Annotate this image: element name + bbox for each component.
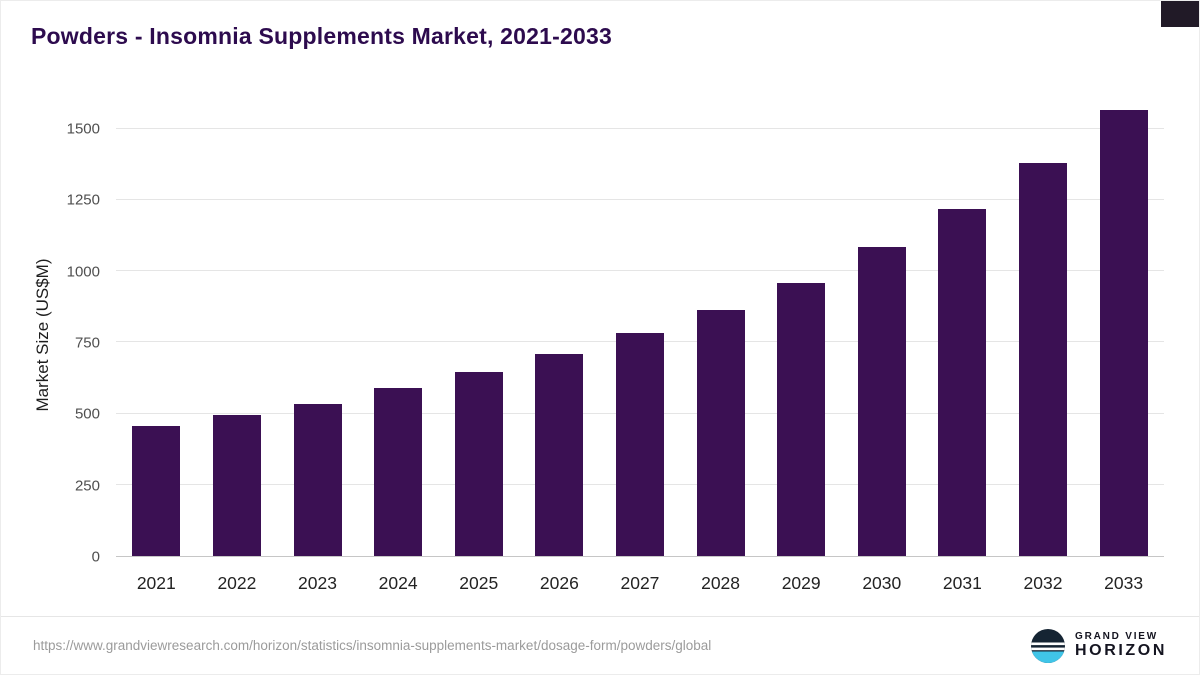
x-label-2023: 2023	[298, 573, 337, 593]
y-tick-250: 250	[74, 477, 100, 495]
bar-slot-2023	[277, 109, 358, 556]
bar-2030	[857, 247, 906, 556]
y-tick-500: 500	[74, 405, 100, 423]
x-label-2022: 2022	[217, 573, 257, 593]
page-title: Powders - Insomnia Supplements Market, 2…	[31, 23, 612, 49]
bar-2031	[938, 208, 987, 556]
corner-brand-mark	[1161, 1, 1199, 27]
x-label-2024: 2024	[378, 573, 418, 593]
bar-2022	[212, 415, 261, 556]
bar-slot-2021	[116, 109, 197, 556]
grand-view-horizon-logo-icon	[1031, 628, 1066, 663]
bars-container	[116, 109, 1164, 556]
bar-slot-2031	[922, 109, 1003, 556]
bar-slot-2029	[761, 109, 842, 556]
plot-area	[116, 109, 1164, 557]
x-label-2025: 2025	[459, 573, 499, 593]
bar-2027	[615, 332, 664, 556]
bar-2028	[696, 309, 745, 556]
bar-2021	[132, 426, 181, 556]
brand-logo: GRAND VIEW HORIZON	[1031, 628, 1167, 663]
x-label-2033: 2033	[1104, 573, 1144, 593]
x-label-2029: 2029	[781, 573, 821, 593]
footer: https://www.grandviewresearch.com/horizo…	[1, 616, 1199, 674]
bar-2026	[535, 353, 584, 556]
y-tick-1000: 1000	[66, 263, 100, 281]
bar-slot-2032	[1003, 109, 1084, 556]
bar-2033	[1099, 110, 1148, 556]
x-label-2030: 2030	[862, 573, 902, 593]
bar-slot-2024	[358, 109, 439, 556]
bar-slot-2027	[600, 109, 681, 556]
gridline-1500	[116, 127, 1164, 129]
brand-text: GRAND VIEW HORIZON	[1075, 631, 1167, 661]
bar-slot-2025	[438, 109, 519, 556]
bar-slot-2026	[519, 109, 600, 556]
brand-name-top: GRAND VIEW	[1075, 630, 1159, 642]
y-tick-1250: 1250	[66, 191, 100, 209]
gridline-1000	[116, 270, 1164, 272]
y-tick-750: 750	[74, 334, 100, 352]
x-label-2027: 2027	[620, 573, 660, 593]
bar-slot-2033	[1083, 109, 1164, 556]
x-label-2032: 2032	[1023, 573, 1063, 593]
y-tick-0: 0	[91, 548, 100, 566]
y-axis-ticks: 0 250 500 750 1000 1250 1500	[1, 109, 108, 565]
bar-2032	[1019, 163, 1067, 556]
x-label-2028: 2028	[701, 573, 741, 593]
x-label-2031: 2031	[942, 573, 982, 593]
bar-slot-2030	[841, 109, 922, 556]
bar-2024	[374, 388, 423, 556]
x-label-2021: 2021	[136, 573, 176, 593]
brand-name-bottom: HORIZON	[1075, 642, 1167, 660]
source-url: https://www.grandviewresearch.com/horizo…	[33, 638, 712, 653]
x-axis-labels: 2021 2022 2023 2024 2025 2026 2027 2028 2029 2030…	[116, 560, 1164, 598]
gridline-1250	[116, 199, 1164, 201]
bar-slot-2022	[197, 109, 278, 556]
x-label-2026: 2026	[539, 573, 579, 593]
bar-2025	[454, 372, 503, 556]
bar-2023	[293, 403, 342, 556]
bar-slot-2028	[680, 109, 761, 556]
y-tick-1500: 1500	[66, 120, 100, 138]
bar-2029	[777, 282, 826, 556]
